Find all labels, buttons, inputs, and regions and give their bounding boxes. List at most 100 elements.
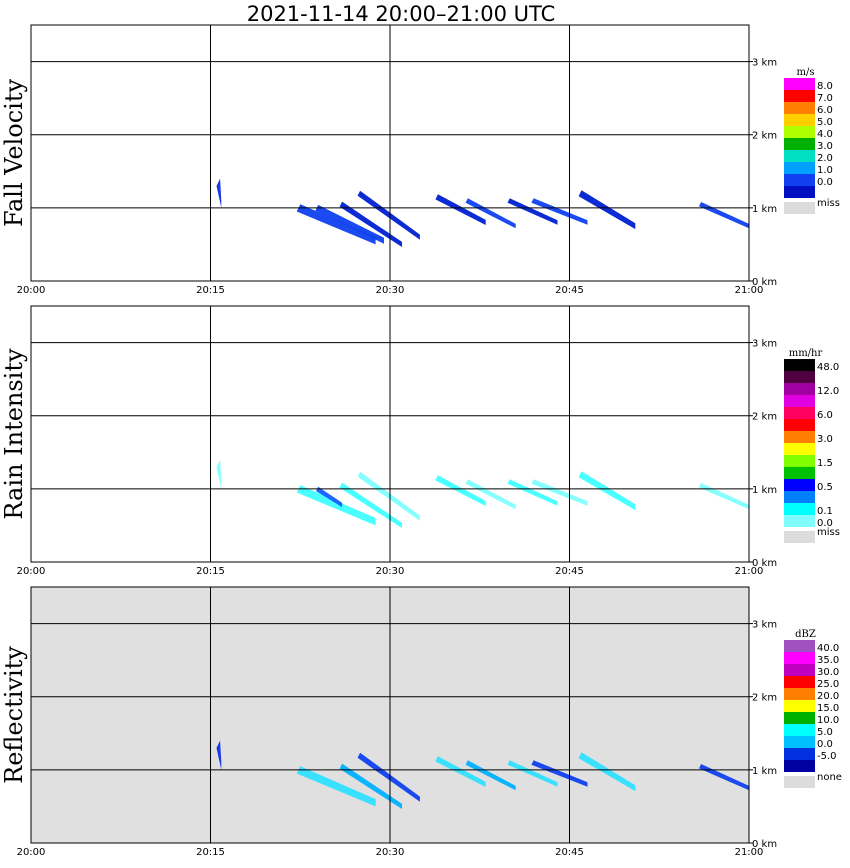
colorbar-swatch [784,664,815,676]
echo-streak [339,763,402,809]
colorbar-missing-swatch [784,531,815,543]
altitude-label: 2 km [752,693,777,704]
colorbar-swatch [784,640,815,652]
y-axis-title: Reflectivity [0,646,28,784]
colorbar-swatch [784,515,815,527]
colorbar-unit: mm/hr [789,348,823,359]
colorbar-label: 0.1 [817,506,833,517]
colorbar-label: 5.0 [817,117,833,128]
colorbar-label: 6.0 [817,105,833,116]
colorbar-swatch [784,102,815,114]
colorbar-label: -5.0 [817,751,837,762]
colorbar-fall: m/s8.07.06.05.04.03.02.01.00.0 miss [784,67,840,214]
echo-streak [296,485,376,526]
time-tick-label: 21:00 [735,285,764,296]
panel-fall: 0 km 1 km 2 km 3 km 20:00 20:15 20:30 20:45 21:0… [0,24,840,296]
colorbar-label: 5.0 [817,727,833,738]
echo-streak [465,760,516,791]
echo-streak [699,483,749,510]
echo-streak [435,475,486,506]
colorbar-label: 6.0 [817,410,833,421]
colorbar-swatch [784,395,815,407]
colorbar-missing-label: none [817,772,842,783]
colorbar-missing-label: miss [817,198,840,209]
echo-streak [216,459,222,489]
colorbar-swatch [784,162,815,174]
colorbar-swatch [784,78,815,90]
echo-streak [507,760,558,787]
echo-streak [507,479,558,506]
plot-frame [30,586,750,844]
echo-streak [357,752,420,802]
colorbar-missing-label: miss [817,527,840,538]
altitude-label: 0 km [752,558,777,569]
colorbar-label: 20.0 [817,691,839,702]
echo-streak [296,204,376,245]
echo-streak [531,479,588,506]
echo-streak [578,471,636,511]
altitude-label: 1 km [752,204,777,215]
altitude-label: 1 km [752,485,777,496]
colorbar-swatch [784,712,815,724]
time-tick-label: 20:45 [555,285,584,296]
echo-streak [216,740,222,770]
colorbar-label: 48.0 [817,362,839,373]
colorbar-swatch [784,431,815,443]
colorbar-swatch [784,503,815,515]
colorbar-swatch [784,150,815,162]
chart-title: 2021-11-14 20:00–21:00 UTC [247,2,556,26]
colorbar-label: 0.0 [817,518,833,529]
time-tick-label: 20:45 [555,847,584,858]
colorbar-label: 1.5 [817,458,833,469]
y-axis-title: Fall Velocity [0,79,28,228]
time-tick-label: 20:30 [376,285,405,296]
colorbar-label: 1.0 [817,165,833,176]
altitude-label: 0 km [752,839,777,850]
echo-streak [435,756,486,787]
panel-rain: 0 km 1 km 2 km 3 km 20:00 20:15 20:30 20:45 21:0… [0,305,840,577]
time-tick-label: 21:00 [735,847,764,858]
echo-streak [465,198,516,229]
colorbar-unit: m/s [797,67,815,78]
colorbar-label: 30.0 [817,667,839,678]
time-tick-label: 20:15 [196,847,225,858]
colorbar-label: 8.0 [817,81,833,92]
colorbar-swatch [784,126,815,138]
time-tick-label: 20:15 [196,566,225,577]
colorbar-swatch [784,90,815,102]
colorbar-swatch [784,748,815,760]
colorbar-label: 0.0 [817,177,833,188]
echo-streak [578,752,636,792]
echo-streak [578,190,636,230]
colorbar-label: 0.0 [817,739,833,750]
altitude-label: 2 km [752,131,777,142]
echo-streak [357,471,420,521]
colorbar-swatch [784,443,815,455]
time-tick-label: 20:15 [196,285,225,296]
echo-streak [316,486,343,508]
colorbar-swatch [784,359,815,371]
colorbar-swatch [784,652,815,664]
echo-streak [357,190,420,240]
colorbar-label: 10.0 [817,715,839,726]
colorbar-missing-swatch [784,202,815,214]
echo-streak [296,766,376,807]
plot-frame [30,305,750,563]
colorbar-label: 25.0 [817,679,839,690]
echo-streak [531,760,588,787]
colorbar-label: 3.0 [817,141,833,152]
panel-refl: 0 km 1 km 2 km 3 km 20:00 20:15 20:30 20:45 21:0… [0,586,842,858]
colorbar-swatch [784,700,815,712]
time-tick-label: 20:30 [376,566,405,577]
colorbar-swatch [784,724,815,736]
colorbar-swatch [784,114,815,126]
altitude-label: 2 km [752,412,777,423]
colorbar-unit: dBZ [795,629,816,640]
colorbar-swatch [784,371,815,383]
colorbar-swatch [784,174,815,186]
altitude-label: 3 km [752,339,777,350]
colorbar-swatch [784,736,815,748]
echo-streak [216,178,222,208]
